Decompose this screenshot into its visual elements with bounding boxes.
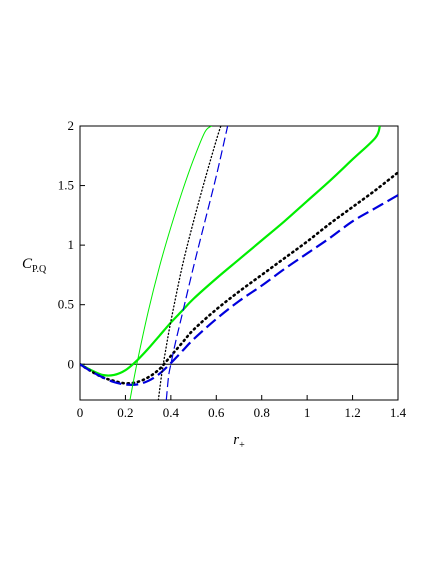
x-axis-label: r+ [233, 432, 245, 451]
x-axis-label-sub: + [239, 440, 245, 451]
series-line-1 [80, 126, 381, 377]
plot-frame [79, 125, 399, 401]
x-tick-label: 0 [77, 405, 84, 420]
y-tick-label: 2 [68, 118, 75, 133]
y-axis-label-sub: P.Q [32, 264, 47, 275]
series-line-4 [129, 126, 213, 400]
y-tick-label: 1.5 [58, 178, 74, 193]
series-line-5 [157, 126, 222, 400]
x-tick-label: 0.6 [208, 405, 225, 420]
series-line-6 [165, 126, 229, 400]
x-tick-label: 0.8 [254, 405, 270, 420]
curves [80, 126, 398, 400]
series-line-3 [80, 194, 398, 386]
y-tick-label: 0 [68, 356, 75, 371]
x-axis-label-main: r [233, 432, 239, 448]
y-tick-labels: 0 0.5 1 1.5 2 [58, 118, 74, 371]
series-line-2 [80, 171, 398, 385]
x-tick-label: 1.2 [344, 405, 360, 420]
y-axis-label-main: C [22, 256, 33, 272]
x-tick-label: 1.4 [390, 405, 407, 420]
x-tick-labels: 0 0.2 0.4 0.6 0.8 1 1.2 1.4 [77, 405, 407, 420]
y-tick-label: 0.5 [58, 297, 74, 312]
y-tick-label: 1 [68, 237, 75, 252]
x-tick-label: 0.2 [117, 405, 133, 420]
y-axis-label: CP.Q [22, 256, 47, 275]
axis-ticks [79, 125, 399, 400]
x-tick-label: 1 [304, 405, 311, 420]
x-tick-label: 0.4 [163, 405, 180, 420]
